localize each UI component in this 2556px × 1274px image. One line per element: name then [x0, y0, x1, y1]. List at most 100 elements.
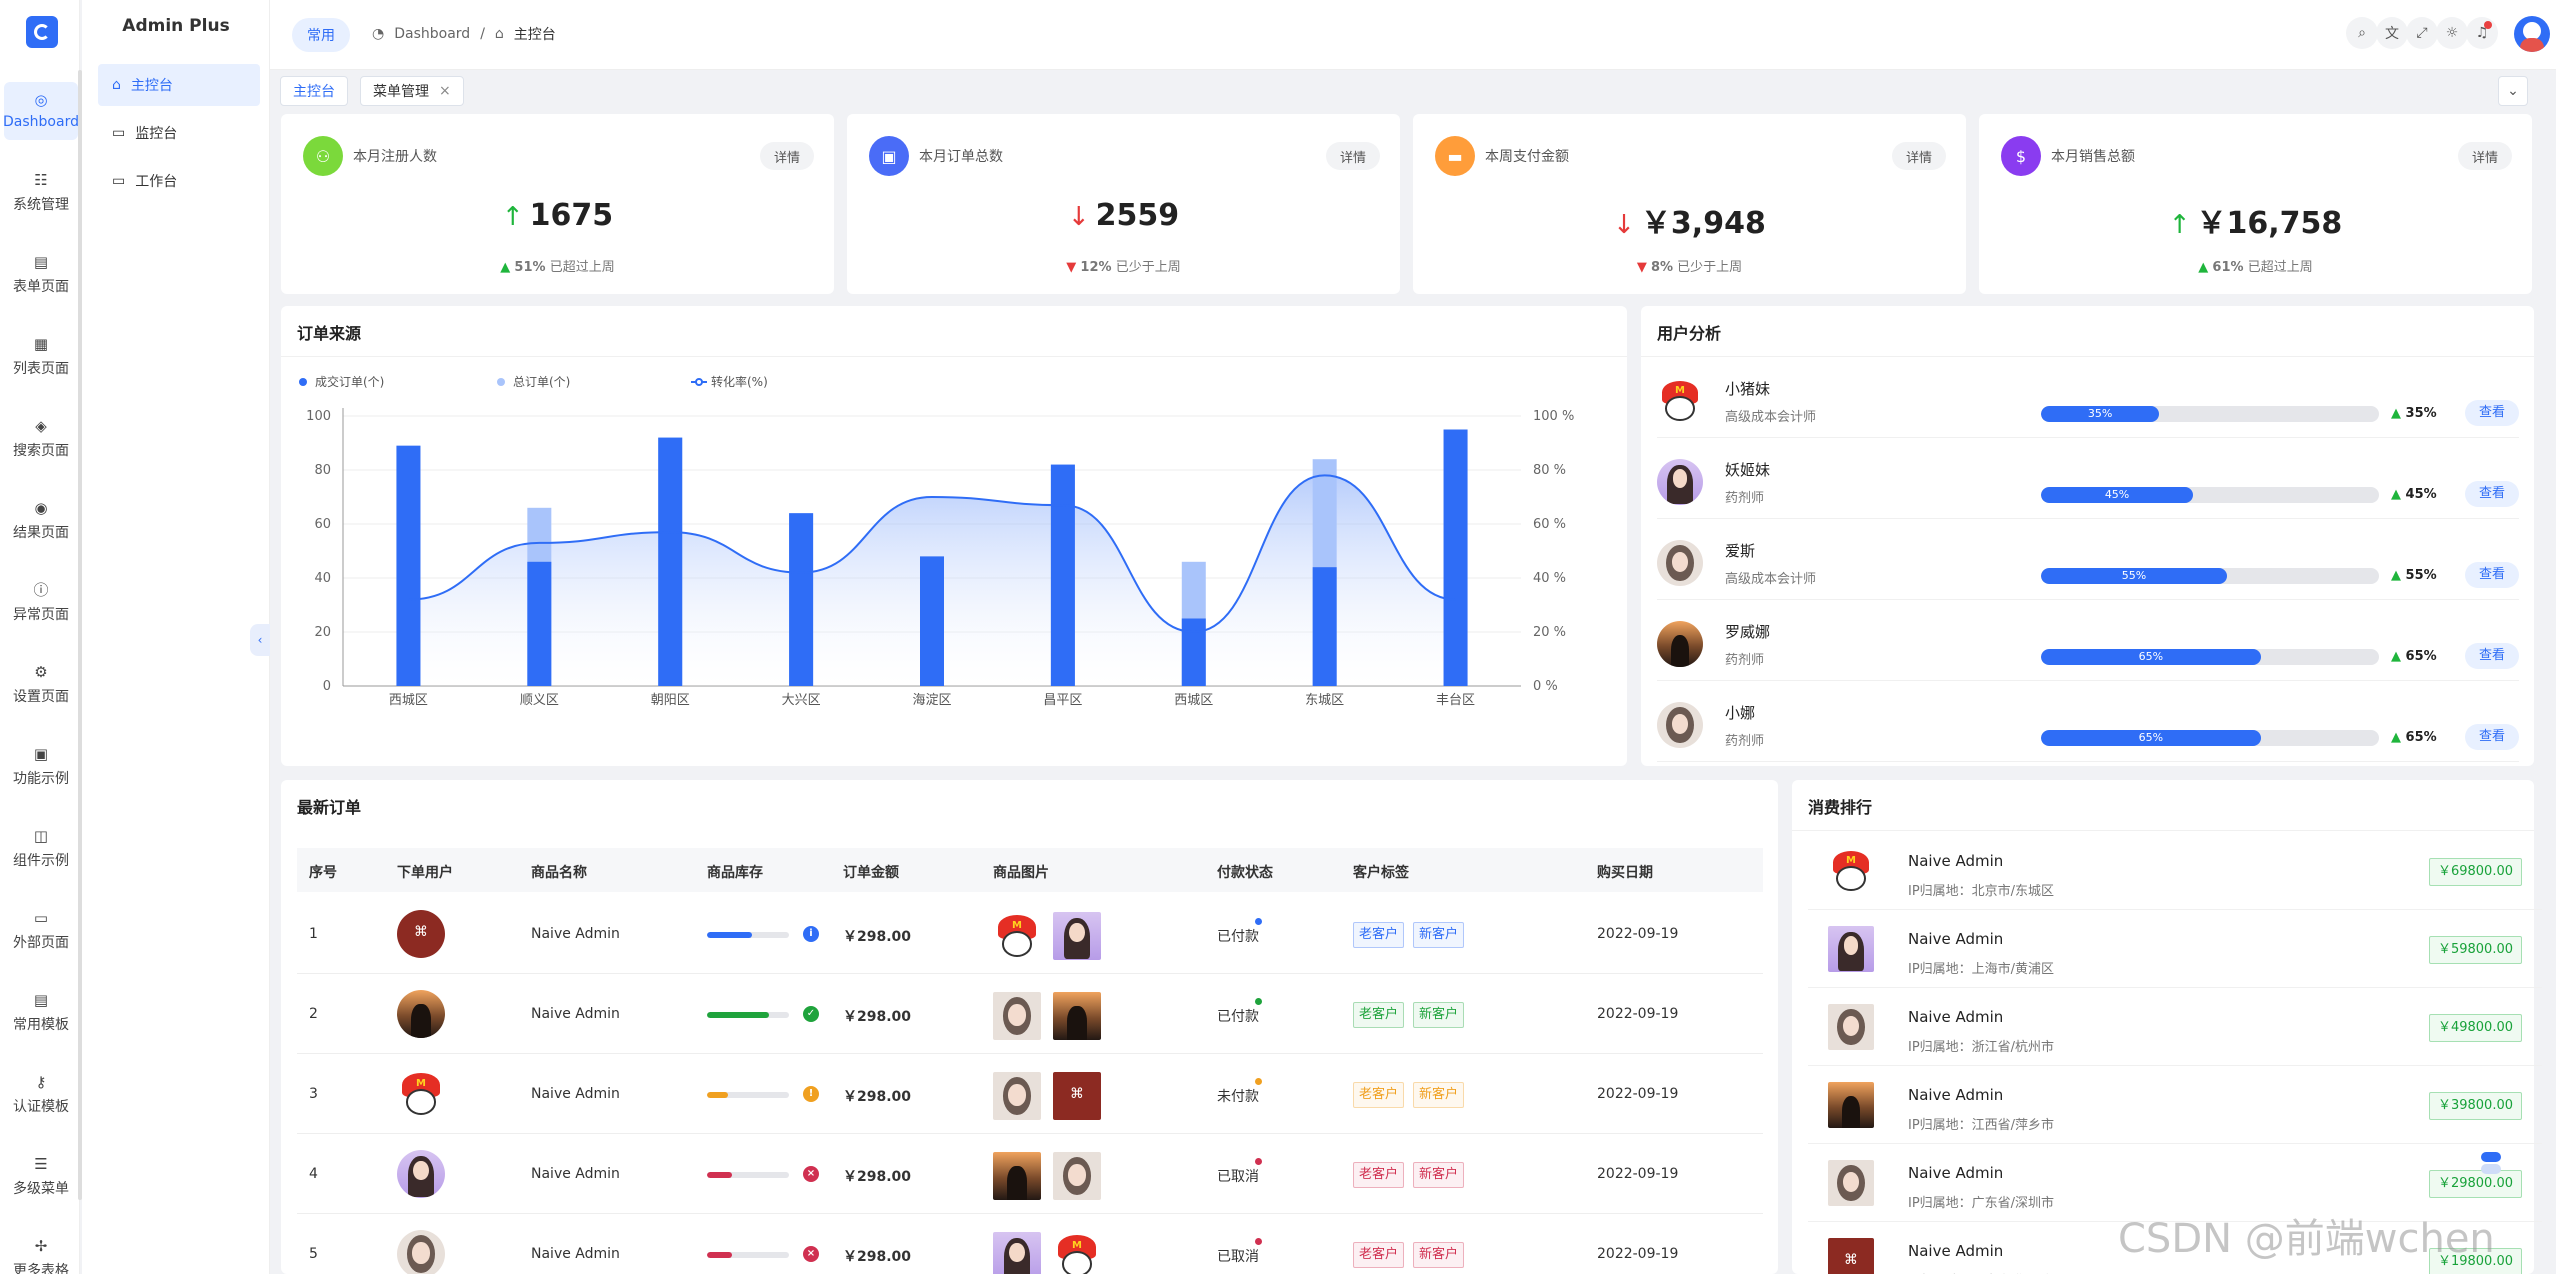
desktop-icon: ▭: [112, 173, 126, 189]
payment-status: 已付款: [1217, 929, 1259, 945]
rail-item-label: 搜索页面: [13, 443, 69, 459]
dollar-icon: $: [2001, 136, 2041, 176]
product-image: M: [1053, 1232, 1101, 1274]
trend-arrow-icon: ↑: [2168, 210, 2191, 240]
rail-item-3[interactable]: ▦ 列表页面: [4, 328, 78, 386]
stock-status-icon: ×: [803, 1246, 819, 1262]
submenu-item-1[interactable]: ▭ 监控台: [98, 112, 260, 154]
deal-order-bar: [1181, 618, 1206, 686]
form-icon: ▤: [33, 253, 49, 271]
status-dot: [1255, 1078, 1262, 1085]
tag-new-customer: 新客户: [1413, 1082, 1465, 1108]
rail-item-9[interactable]: ◫ 组件示例: [4, 820, 78, 878]
common-pill-button[interactable]: 常用: [292, 18, 350, 52]
search-icon[interactable]: ⌕: [2346, 17, 2378, 49]
stat-number: ￥16,758: [2196, 206, 2343, 241]
order-no: 5: [309, 1246, 318, 1262]
tabs-more-dropdown[interactable]: ⌄: [2498, 76, 2528, 106]
stock-fill: [707, 1172, 732, 1178]
card-title: 用户分析: [1657, 324, 1722, 343]
user-avatar[interactable]: [2514, 16, 2550, 52]
detail-button[interactable]: 详情: [759, 142, 814, 170]
tab-menu-manage[interactable]: 菜单管理 ×: [360, 76, 464, 106]
stat-card: ▬ 本周支付金额 详情 ↓ ￥3,948 ▼ 8% 已少于上周: [1413, 114, 1966, 294]
trend-text: 已超过上周: [2247, 260, 2313, 275]
translate-icon[interactable]: 文: [2376, 17, 2408, 49]
fullscreen-icon[interactable]: ⤢: [2406, 17, 2438, 49]
ip-location: IP归属地：上海市/黄浦区: [1908, 962, 2055, 977]
list-item: 罗威娜 药剂师 65% ▲ 65% 查看: [1657, 601, 2519, 681]
submenu-item-label: 监控台: [135, 126, 178, 142]
rail-item-10[interactable]: ▭ 外部页面: [4, 902, 78, 960]
status-dot: [1255, 918, 1262, 925]
detail-button[interactable]: 详情: [1891, 142, 1946, 170]
list-item: ⌘ Naive Admin IP归属地：湖南省/衡阳市 ￥19800.00: [1808, 1222, 2542, 1274]
rail-item-12[interactable]: ⚷ 认证模板: [4, 1066, 78, 1124]
rail-scrollbar[interactable]: [78, 70, 82, 1200]
rail-item-13[interactable]: ☰ 多级菜单: [4, 1148, 78, 1206]
legend-marker: [497, 378, 505, 386]
product-name: Naive Admin: [531, 1006, 620, 1022]
view-button[interactable]: 查看: [2465, 724, 2519, 750]
submenu-item-0[interactable]: ⌂ 主控台: [98, 64, 260, 106]
rail-item-14[interactable]: ✢ 更多表格: [4, 1230, 78, 1274]
view-button[interactable]: 查看: [2465, 400, 2519, 426]
rail-item-5[interactable]: ◉ 结果页面: [4, 492, 78, 550]
key-icon: ⚷: [35, 1073, 47, 1091]
tag-new-customer: 新客户: [1413, 1162, 1465, 1188]
rail-item-2[interactable]: ▤ 表单页面: [4, 246, 78, 304]
deal-order-bar: [920, 556, 944, 686]
toggle-switch-icon[interactable]: [2478, 1150, 2504, 1180]
stock-fill: [707, 1252, 732, 1258]
theme-sun-icon[interactable]: ☼: [2436, 17, 2468, 49]
function-icon: ▣: [33, 745, 49, 763]
detail-button[interactable]: 详情: [1325, 142, 1380, 170]
rail-item-label: 多级菜单: [13, 1181, 69, 1197]
rail-item-11[interactable]: ▤ 常用模板: [4, 984, 78, 1042]
avatar: ⌘: [1828, 1238, 1874, 1274]
bell-icon[interactable]: ♫: [2466, 17, 2498, 49]
percent-label: 45%: [2405, 487, 2437, 502]
rail-item-6[interactable]: ⓘ 异常页面: [4, 574, 78, 632]
stat-value: ↓ ￥3,948: [1413, 198, 1966, 242]
user-name: 爱斯: [1725, 542, 1756, 560]
tab-dashboard[interactable]: 主控台: [280, 76, 348, 106]
trend-triangle-icon: ▼: [1636, 260, 1647, 275]
avatar: [397, 1230, 445, 1274]
trend-up-icon: ▲: [2391, 487, 2401, 502]
progress-fill: 45%: [2041, 487, 2194, 503]
view-button[interactable]: 查看: [2465, 562, 2519, 588]
stock-bar: [707, 932, 789, 938]
trend-up-icon: ▲: [2391, 568, 2401, 583]
alert-circle-icon: ⓘ: [33, 581, 49, 599]
stat-label: 本月销售总额: [2051, 149, 2135, 165]
avatar: [397, 1150, 445, 1198]
rail-item-0[interactable]: ◎ Dashboard: [3, 82, 79, 140]
rail-item-4[interactable]: ◈ 搜索页面: [4, 410, 78, 468]
submenu-item-2[interactable]: ▭ 工作台: [98, 160, 260, 202]
deal-order-bar: [789, 513, 814, 686]
user-name: 妖姬妹: [1725, 461, 1771, 479]
tag-old-customer: 老客户: [1353, 1082, 1405, 1108]
deal-order-bar: [1312, 567, 1337, 686]
legend-marker: [299, 378, 307, 386]
monitor-chart-icon: ▭: [112, 125, 126, 141]
tag-old-customer: 老客户: [1353, 1162, 1405, 1188]
y2-tick-label: 0 %: [1533, 679, 1558, 694]
close-icon[interactable]: ×: [439, 83, 451, 99]
rail-item-label: 结果页面: [13, 525, 69, 541]
detail-button[interactable]: 详情: [2457, 142, 2512, 170]
view-button[interactable]: 查看: [2465, 481, 2519, 507]
y-tick-label: 40: [314, 571, 331, 586]
template-icon: ▤: [33, 991, 49, 1009]
deal-order-bar: [1443, 429, 1468, 686]
rail-item-8[interactable]: ▣ 功能示例: [4, 738, 78, 796]
breadcrumb-current[interactable]: 主控台: [513, 27, 556, 43]
user-name: 小猪妹: [1725, 380, 1771, 398]
rail-item-7[interactable]: ⚙ 设置页面: [4, 656, 78, 714]
app-logo-icon[interactable]: [26, 16, 58, 48]
breadcrumb-dashboard[interactable]: Dashboard: [394, 26, 471, 42]
rail-item-1[interactable]: ☷ 系统管理: [4, 164, 78, 222]
sidebar-collapse-handle[interactable]: ‹: [250, 624, 270, 656]
view-button[interactable]: 查看: [2465, 643, 2519, 669]
